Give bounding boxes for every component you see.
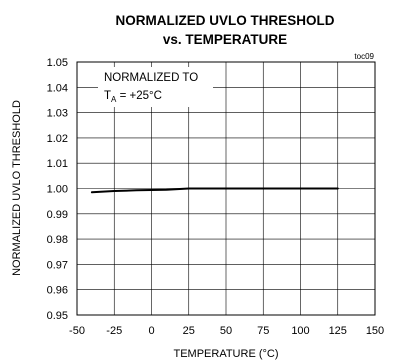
- y-tick-label: 0.95: [47, 310, 68, 322]
- y-tick-labels: 0.95 0.96 0.97 0.98 0.99 1.00 1.01 1.02 1.03 1.04…: [47, 57, 68, 322]
- x-tick-label: 50: [220, 325, 232, 337]
- grid: [76, 61, 376, 316]
- x-tick-label: 75: [257, 325, 269, 337]
- x-tick-labels: -50 -25 0 25 50 75 100 125 150: [69, 325, 384, 337]
- y-tick-label: 1.05: [47, 57, 68, 69]
- y-tick-label: 1.01: [47, 158, 68, 170]
- y-tick-label: 0.97: [47, 259, 68, 271]
- x-tick-label: 25: [183, 325, 195, 337]
- x-tick-label: 150: [366, 325, 384, 337]
- x-tick-label: 0: [148, 325, 154, 337]
- x-axis-label: TEMPERATURE (°C): [173, 348, 278, 360]
- y-axis-label: NORMALIZED UVLO THRESHOLD: [11, 100, 23, 276]
- annotation-t: T: [104, 90, 111, 102]
- y-tick-label: 0.98: [47, 234, 68, 246]
- x-tick-label: -50: [69, 325, 85, 337]
- annotation-value: = +25°C: [116, 90, 162, 102]
- series-layer: [90, 187, 339, 194]
- annotation-subscript: A: [111, 95, 117, 104]
- y-tick-label: 1.04: [47, 82, 68, 94]
- figure-tag: toc09: [354, 52, 374, 61]
- y-tick-label: 0.96: [47, 285, 68, 297]
- annotation-box: NORMALIZED TO TA = +25°C: [98, 67, 213, 107]
- y-tick-label: 1.00: [47, 184, 68, 196]
- series-line: [90, 187, 339, 194]
- x-tick-label: 100: [291, 325, 309, 337]
- y-tick-label: 0.99: [47, 209, 68, 221]
- x-tick-label: -25: [106, 325, 122, 337]
- annotation-line1: NORMALIZED TO: [104, 72, 198, 84]
- annotation-background: [98, 67, 213, 107]
- x-tick-label: 125: [329, 325, 347, 337]
- annotation-line2: TA = +25°C: [104, 90, 162, 104]
- plot-frame: [76, 61, 376, 316]
- chart-title-line1: NORMALIZED UVLO THRESHOLD: [116, 13, 335, 28]
- chart-title-line2: vs. TEMPERATURE: [163, 32, 287, 47]
- y-tick-label: 1.03: [47, 108, 68, 120]
- y-tick-label: 1.02: [47, 133, 68, 145]
